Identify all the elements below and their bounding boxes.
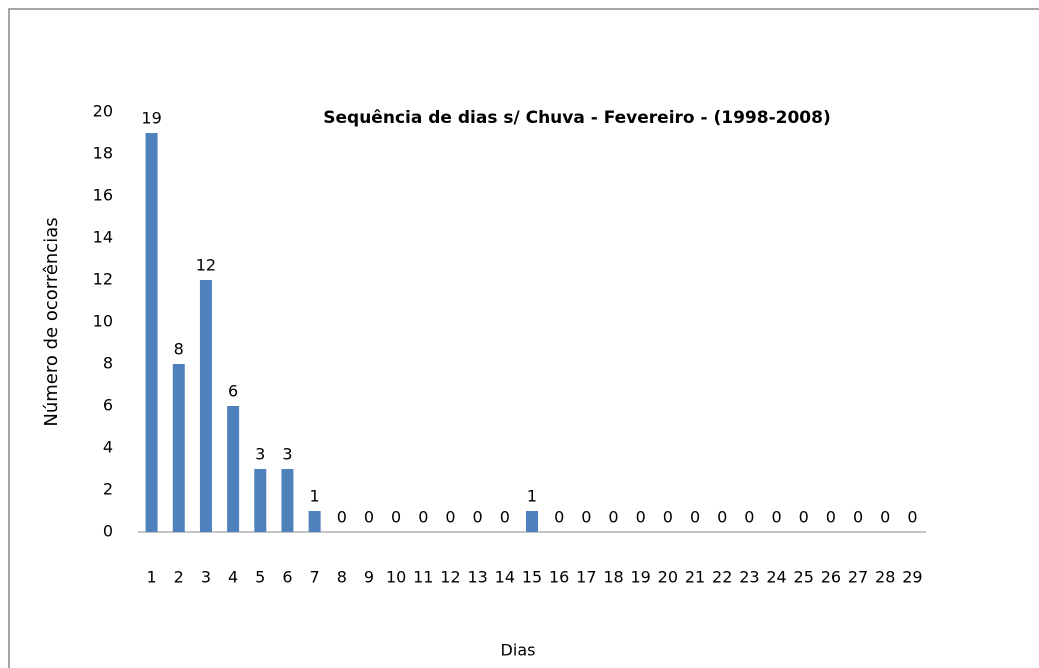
x-tick-label: 1	[146, 568, 156, 587]
data-label: 0	[337, 508, 347, 527]
data-label: 0	[663, 508, 673, 527]
x-tick-label: 19	[631, 568, 651, 587]
data-label: 0	[418, 508, 428, 527]
data-label: 0	[445, 508, 455, 527]
x-tick-label: 18	[603, 568, 623, 587]
y-tick-label: 4	[103, 438, 113, 457]
bar	[308, 511, 321, 532]
y-axis-label: Número de ocorrências	[41, 217, 62, 426]
chart-title: Sequência de dias s/ Chuva - Fevereiro -…	[323, 108, 830, 128]
x-tick-label: 22	[712, 568, 732, 587]
bar	[254, 469, 267, 532]
data-label: 0	[391, 508, 401, 527]
data-label: 0	[581, 508, 591, 527]
x-tick-label: 15	[522, 568, 542, 587]
x-tick-label: 27	[848, 568, 868, 587]
data-label: 1	[310, 487, 320, 506]
y-tick-label: 8	[103, 354, 113, 373]
data-label: 0	[500, 508, 510, 527]
data-label: 0	[473, 508, 483, 527]
x-tick-label: 21	[685, 568, 705, 587]
x-tick-label: 11	[413, 568, 433, 587]
y-tick-label: 0	[103, 522, 113, 541]
data-label: 3	[255, 445, 265, 464]
data-label: 8	[174, 340, 184, 359]
bar	[199, 280, 212, 532]
x-tick-label: 23	[739, 568, 759, 587]
x-tick-label: 29	[902, 568, 922, 587]
y-tick-label: 6	[103, 396, 113, 415]
bar	[281, 469, 294, 532]
bar	[526, 511, 538, 532]
data-label: 0	[880, 508, 890, 527]
data-label: 0	[907, 508, 917, 527]
x-tick-label: 5	[255, 568, 265, 587]
data-label: 0	[636, 508, 646, 527]
x-tick-label: 6	[282, 568, 292, 587]
x-tick-label: 3	[201, 568, 211, 587]
x-tick-label: 28	[875, 568, 895, 587]
x-tick-label: 20	[658, 568, 678, 587]
chart-border	[8, 8, 1039, 668]
bar	[227, 406, 240, 532]
data-label: 0	[554, 508, 564, 527]
data-label: 0	[608, 508, 618, 527]
bar	[145, 133, 158, 532]
data-label: 0	[799, 508, 809, 527]
data-label: 0	[744, 508, 754, 527]
x-tick-label: 9	[364, 568, 374, 587]
data-label: 1	[527, 487, 537, 506]
x-tick-label: 10	[386, 568, 406, 587]
x-tick-label: 12	[440, 568, 460, 587]
data-label: 0	[853, 508, 863, 527]
x-tick-label: 17	[576, 568, 596, 587]
x-tick-label: 26	[821, 568, 841, 587]
x-tick-label: 16	[549, 568, 569, 587]
data-label: 0	[717, 508, 727, 527]
x-tick-label: 2	[174, 568, 184, 587]
x-tick-label: 7	[310, 568, 320, 587]
y-tick-label: 10	[93, 312, 113, 331]
x-tick-label: 25	[794, 568, 814, 587]
bar	[172, 364, 185, 532]
data-label: 19	[141, 109, 161, 128]
y-tick-label: 2	[103, 480, 113, 499]
data-label: 0	[826, 508, 836, 527]
y-tick-label: 20	[93, 102, 113, 121]
y-tick-label: 12	[93, 270, 113, 289]
x-tick-label: 13	[467, 568, 487, 587]
y-tick-label: 16	[93, 186, 113, 205]
x-tick-label: 8	[337, 568, 347, 587]
x-tick-label: 14	[495, 568, 515, 587]
y-tick-label: 18	[93, 144, 113, 163]
data-label: 12	[196, 256, 216, 275]
y-tick-label: 14	[93, 228, 113, 247]
data-label: 6	[228, 382, 238, 401]
data-label: 0	[771, 508, 781, 527]
data-label: 0	[364, 508, 374, 527]
x-tick-label: 24	[766, 568, 786, 587]
data-label: 0	[690, 508, 700, 527]
x-tick-label: 4	[228, 568, 238, 587]
x-axis-label: Dias	[501, 641, 536, 660]
data-label: 3	[282, 445, 292, 464]
